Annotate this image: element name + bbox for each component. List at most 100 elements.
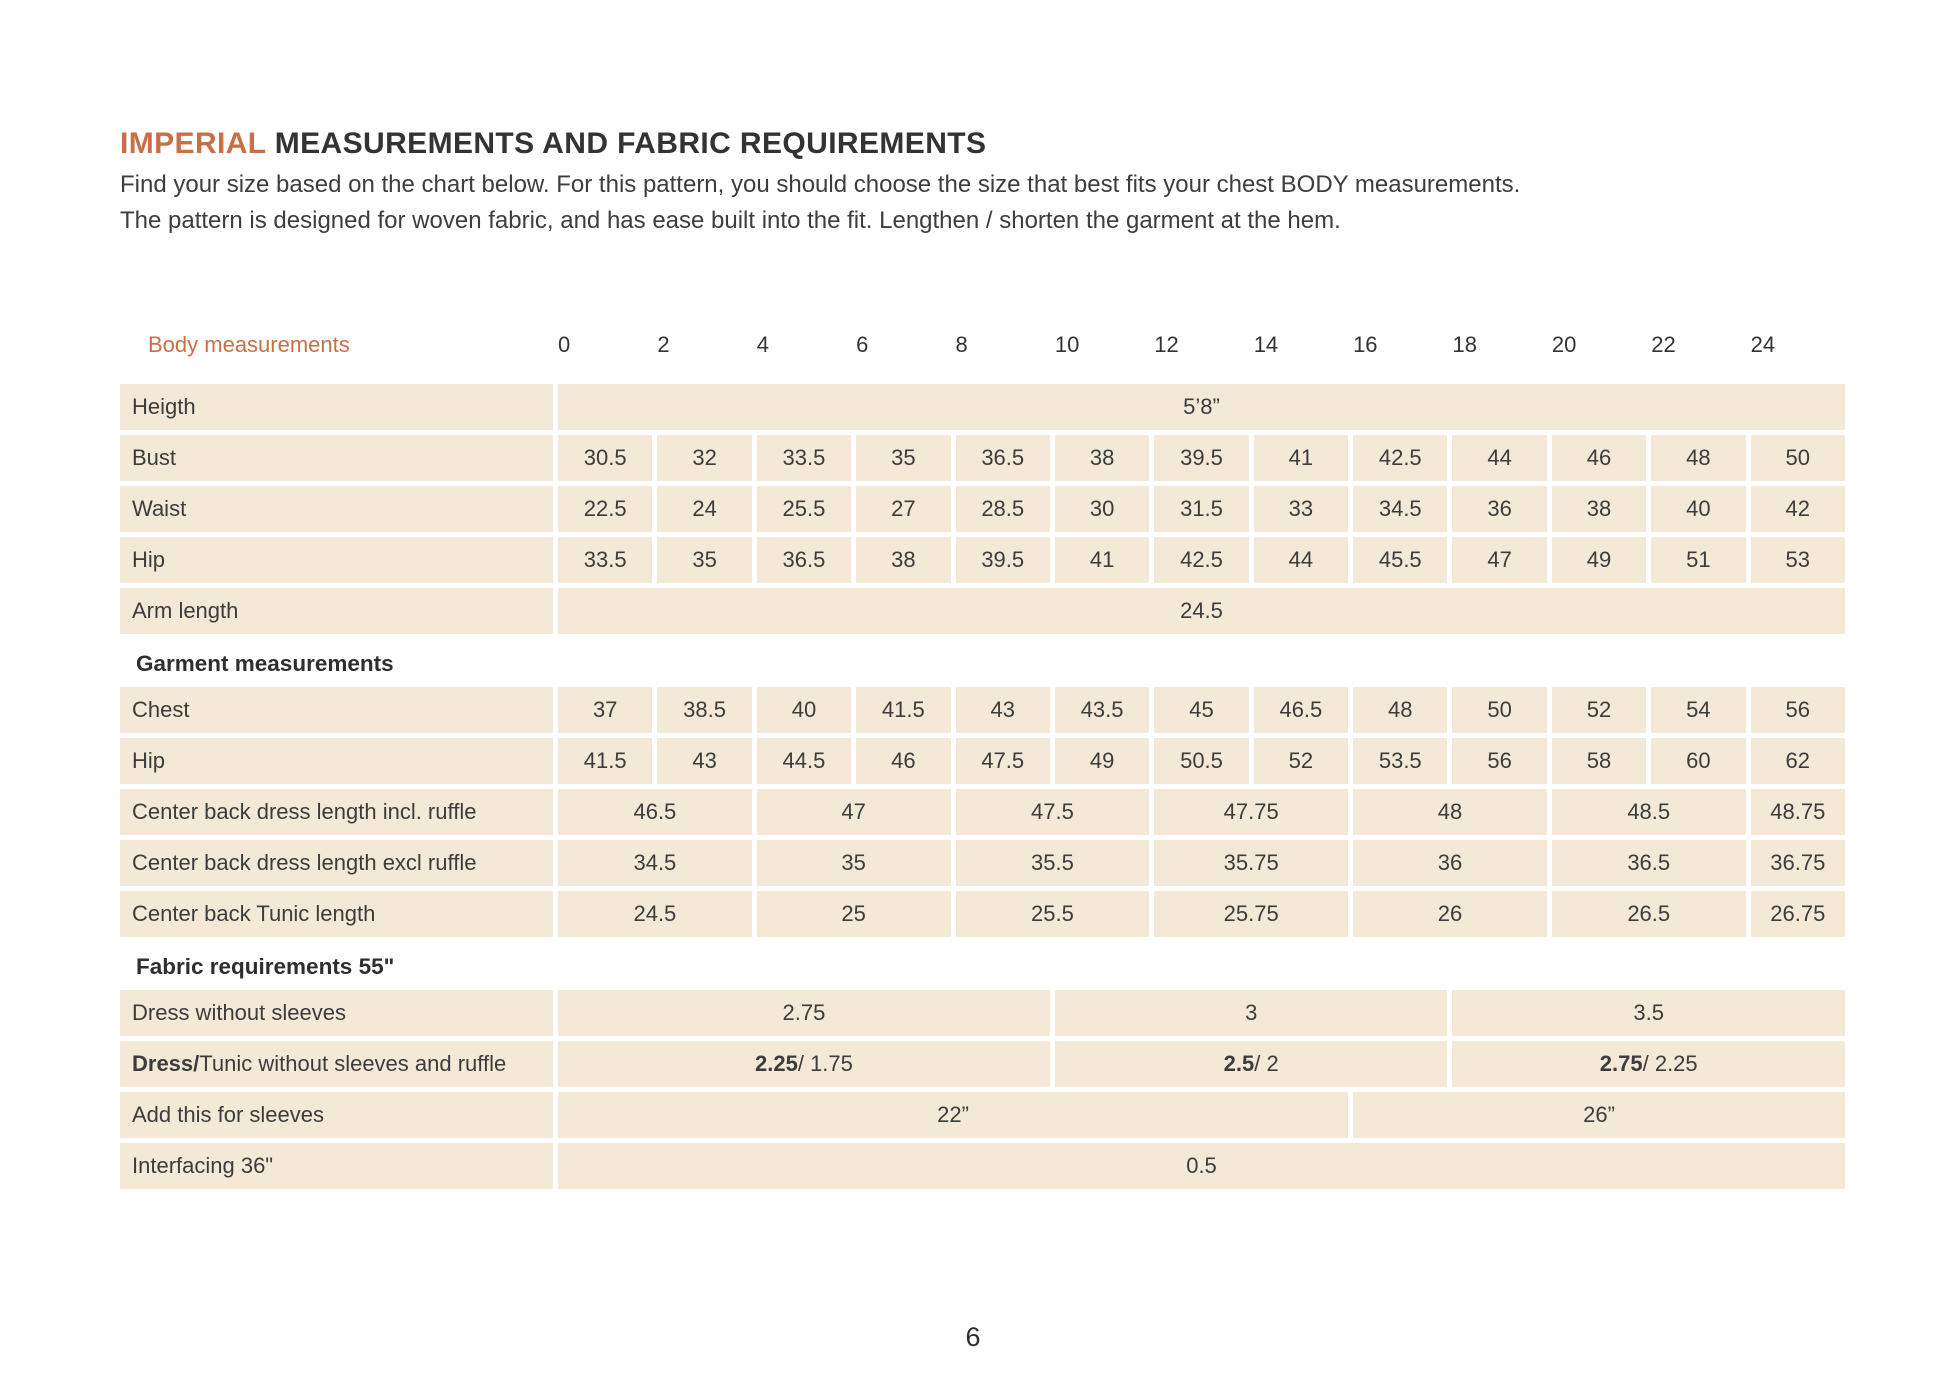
page-title: IMPERIAL MEASUREMENTS AND FABRIC REQUIRE…: [120, 126, 986, 162]
row-label: Interfacing 36": [120, 1143, 553, 1189]
table-cell: 47.75: [1154, 789, 1349, 835]
table-cell: 38: [856, 537, 951, 583]
table-cell: 56: [1750, 687, 1845, 733]
table-row: Waist 22.5 24 25.5 27 28.5 30 31.5 33 34.5 36 38 40 4…: [120, 486, 1845, 532]
table-cell: 52: [1551, 687, 1647, 733]
table-cell: 53.5: [1353, 738, 1448, 784]
table-cell: 43.5: [1054, 687, 1150, 733]
table-cell: 37: [558, 687, 653, 733]
table-cell: 0.5: [558, 1143, 1845, 1189]
table-cell: 36: [1452, 486, 1547, 532]
table-cell: 46.5: [558, 789, 752, 835]
table-cell: 45.5: [1353, 537, 1448, 583]
table-cell: 44.5: [756, 738, 852, 784]
table-cell: 47: [756, 789, 951, 835]
table-body: Heigth 5’8” Bust 30.5 32 33.5 35 36.5 38 39.5 41 42…: [120, 384, 1845, 1189]
intro-line-2: The pattern is designed for woven fabric…: [120, 207, 1341, 234]
table-cell: 30: [1054, 486, 1150, 532]
table-header-label: Body measurements: [148, 332, 350, 357]
table-cell: 39.5: [955, 537, 1050, 583]
table-cell: 38.5: [657, 687, 752, 733]
table-cell: 43: [955, 687, 1050, 733]
table-cell: 50: [1750, 435, 1845, 481]
table-cell: 53: [1750, 537, 1845, 583]
table-cell: 26”: [1353, 1092, 1845, 1138]
table-cell: 50: [1452, 687, 1547, 733]
table-cell: 35: [756, 840, 951, 886]
table-cell: 46.5: [1253, 687, 1349, 733]
table-cell: 2.25 / 1.75: [558, 1041, 1050, 1087]
table-cell: 36.75: [1750, 840, 1845, 886]
table-cell: 27: [856, 486, 951, 532]
row-label: Dress/ Tunic without sleeves and ruffle: [120, 1041, 553, 1087]
row-label: Add this for sleeves: [120, 1092, 553, 1138]
row-label: Center back dress length incl. ruffle: [120, 789, 553, 835]
row-label: Waist: [120, 486, 553, 532]
table-cell: 48.5: [1551, 789, 1746, 835]
table-cell: 22.5: [558, 486, 653, 532]
table-cell: 60: [1651, 738, 1746, 784]
table-cell: 46: [1551, 435, 1647, 481]
table-cell: 33.5: [756, 435, 852, 481]
table-row: Center back Tunic length 24.5 25 25.5 25.75 2…: [120, 891, 1845, 937]
table-cell: 42: [1750, 486, 1845, 532]
size-column-header: 22: [1651, 332, 1676, 357]
table-row: Hip 41.5 43 44.5 46 47.5 49 50.5 52 53.5 56 58 60 62: [120, 738, 1845, 784]
table-cell: 42.5: [1154, 537, 1249, 583]
size-column-header: 8: [955, 332, 968, 357]
cell-value-strong: 2.75: [1599, 1051, 1643, 1076]
table-cell: 44: [1452, 435, 1547, 481]
table-cell: 54: [1651, 687, 1746, 733]
table-cell: 24.5: [558, 588, 1845, 634]
table-cell: 24: [657, 486, 752, 532]
table-cell: 46: [856, 738, 951, 784]
table-row: Arm length 24.5: [120, 588, 1845, 634]
table-cell: 25: [756, 891, 951, 937]
row-label: Chest: [120, 687, 553, 733]
table-cell: 28.5: [955, 486, 1050, 532]
table-cell: 5’8”: [558, 384, 1845, 430]
size-column-header: 16: [1353, 332, 1378, 357]
table-row: Heigth 5’8”: [120, 384, 1845, 430]
table-cell: 44: [1253, 537, 1349, 583]
title-rest: MEASUREMENTS AND FABRIC REQUIREMENTS: [274, 127, 987, 160]
table-cell: 41.5: [558, 738, 653, 784]
table-cell: 35.5: [955, 840, 1150, 886]
size-column-header: 2: [657, 332, 670, 357]
table-cell: 33: [1253, 486, 1349, 532]
table-cell: 3: [1054, 990, 1448, 1036]
row-label: Hip: [120, 537, 553, 583]
section-label: Garment measurements: [120, 639, 1845, 687]
table-row: Dress without sleeves 2.75 3 3.5: [120, 990, 1845, 1036]
table-row: Hip 33.5 35 36.5 38 39.5 41 42.5 44 45.5 47 49 51 53: [120, 537, 1845, 583]
section-label: Fabric requirements 55": [120, 942, 1845, 990]
table-row: Dress/ Tunic without sleeves and ruffle 2…: [120, 1041, 1845, 1087]
table-cell: 38: [1054, 435, 1150, 481]
size-column-header: 0: [558, 332, 571, 357]
table-cell: 41: [1253, 435, 1349, 481]
table-cell: 45: [1154, 687, 1249, 733]
table-cell: 49: [1551, 537, 1647, 583]
size-column-header: 10: [1054, 332, 1080, 357]
cell-value-strong: 2.5: [1223, 1051, 1255, 1076]
table-cell: 47.5: [955, 738, 1050, 784]
table-cell: 48.75: [1750, 789, 1845, 835]
intro-line-1: Find your size based on the chart below.…: [120, 171, 1521, 198]
table-cell: 32: [657, 435, 752, 481]
size-table: Body measurements 0 2 4 6 8 10 12 14 16 18 20 22 24 …: [120, 322, 1845, 1194]
table-cell: 40: [1651, 486, 1746, 532]
table-cell: 52: [1253, 738, 1349, 784]
table-cell: 39.5: [1154, 435, 1249, 481]
table-row: Center back dress length incl. ruffle 46.…: [120, 789, 1845, 835]
table-cell: 48: [1651, 435, 1746, 481]
table-cell: 36.5: [955, 435, 1050, 481]
table-cell: 33.5: [558, 537, 653, 583]
table-cell: 25.75: [1154, 891, 1349, 937]
table-cell: 3.5: [1452, 990, 1845, 1036]
table-cell: 2.75 / 2.25: [1452, 1041, 1845, 1087]
table-row: Bust 30.5 32 33.5 35 36.5 38 39.5 41 42.5 44 46 48 50: [120, 435, 1845, 481]
title-highlight: IMPERIAL: [120, 127, 266, 160]
table-row: Center back dress length excl ruffle 34.5…: [120, 840, 1845, 886]
cell-value-strong: 2.25: [755, 1051, 798, 1076]
